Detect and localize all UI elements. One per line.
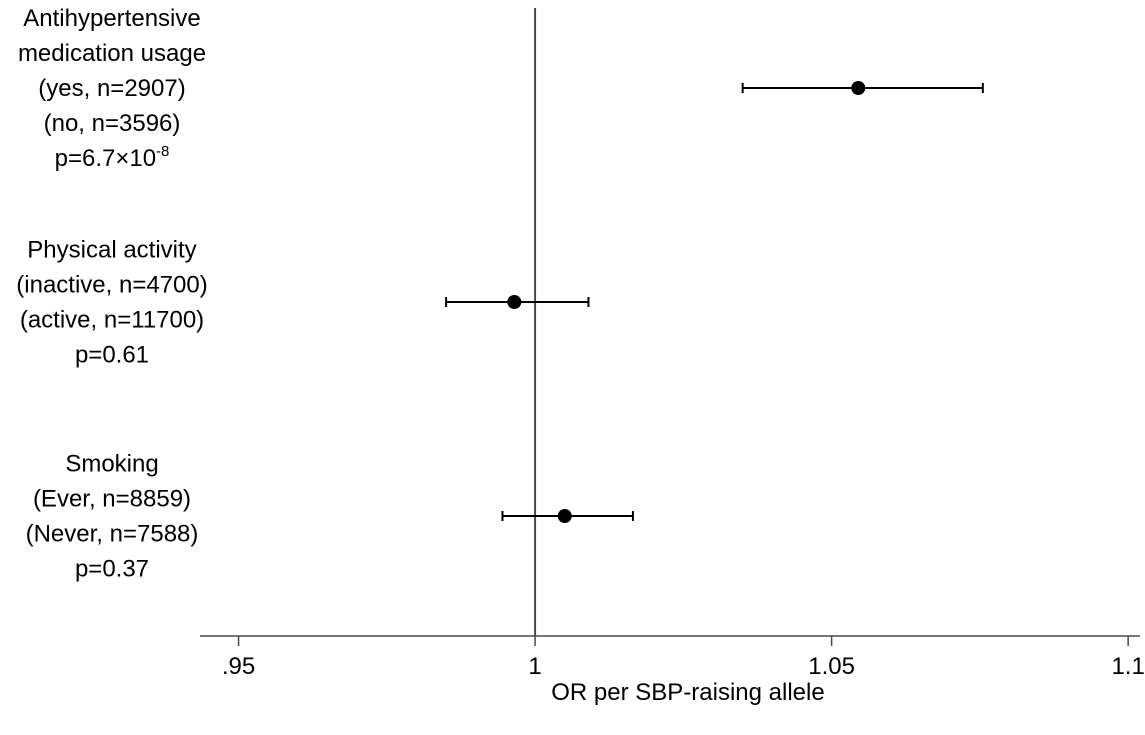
row-label-line: Antihypertensive [23,5,200,32]
row-labels: Antihypertensive medication usage (yes, n=… [16,5,207,583]
row-label-line: (yes, n=2907) [38,75,185,102]
row-label-line: (Never, n=7588) [26,521,199,548]
x-tick-label: 1.1 [1111,653,1144,680]
point-estimate [851,81,865,95]
row-label-line: Physical activity [27,237,196,264]
row-label-line: (active, n=11700) [20,307,204,334]
p-value: p=0.37 [75,556,149,583]
x-tick-label: .95 [222,653,255,680]
x-axis: .95 1 1.05 1.1 [200,636,1145,680]
forest-rows [446,81,983,523]
point-estimate [507,295,521,309]
row-label-line: Smoking [65,451,158,478]
row-label-line: medication usage [18,40,206,67]
row-label-line: (Ever, n=8859) [33,486,191,513]
point-estimate [558,509,572,523]
x-axis-label: OR per SBP-raising allele [551,679,824,706]
row-label-line: (inactive, n=4700) [16,272,207,299]
p-value: p=6.7×10-8 [55,143,170,172]
x-tick-label: 1.05 [808,653,855,680]
row-label-line: (no, n=3596) [44,110,181,137]
x-tick-label: 1 [528,653,541,680]
p-value: p=0.61 [75,342,149,369]
p-value-exponent: -8 [156,143,169,160]
